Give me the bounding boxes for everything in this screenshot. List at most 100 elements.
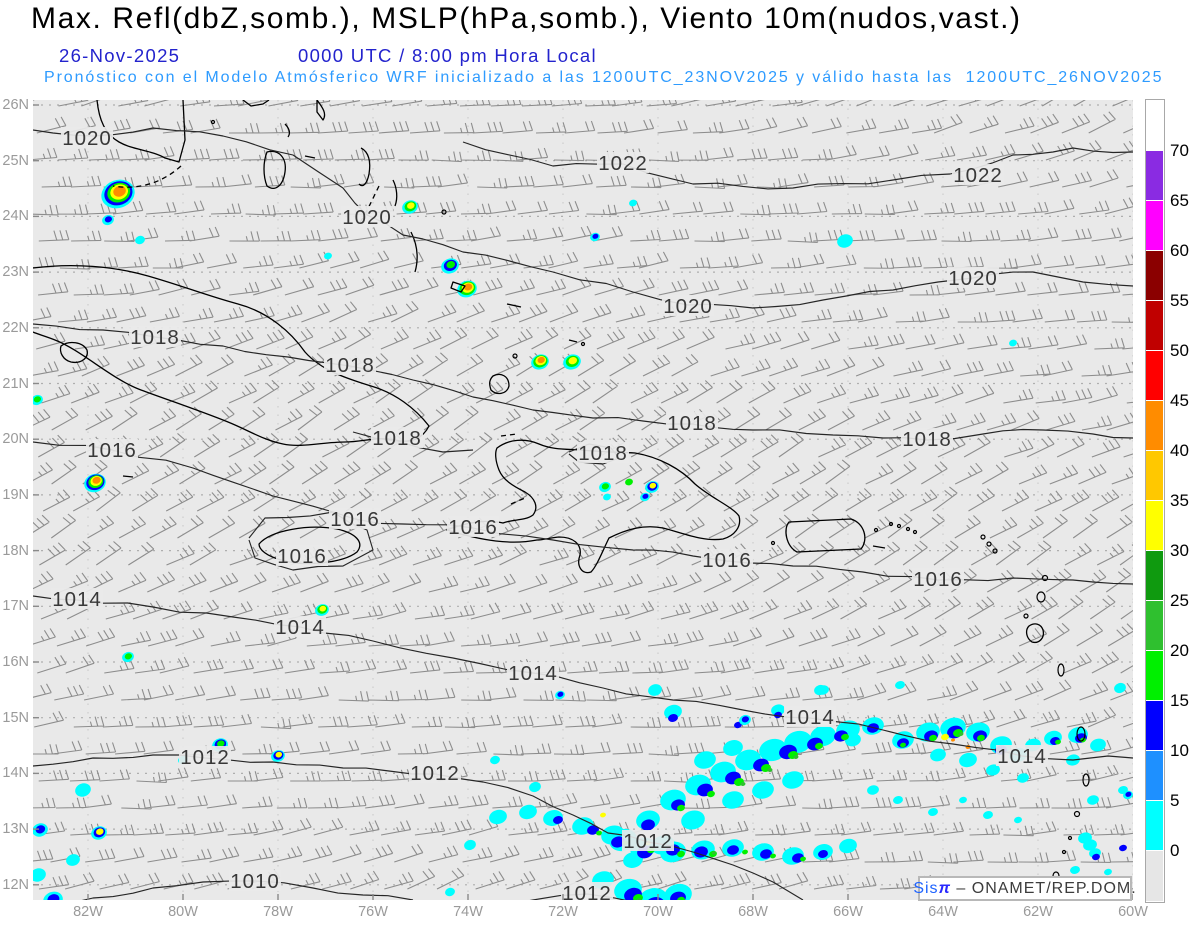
coastline [59, 341, 88, 364]
isobar-label: 1022 [953, 164, 1003, 187]
colorbar-segment [1146, 650, 1163, 701]
isobar-label: 1016 [330, 508, 380, 531]
island [1082, 773, 1090, 787]
island [888, 521, 894, 527]
isobar-1010 [81, 880, 414, 900]
coastline [358, 147, 371, 187]
coastline-keys [500, 433, 518, 437]
reflectivity-patch [742, 849, 748, 855]
island [873, 527, 879, 533]
isobar-label: 1020 [948, 267, 998, 290]
valid-time-line: 26-Nov-2025 0000 UTC / 8:00 pm Hora Loca… [0, 45, 1200, 67]
isobar-label-bg [371, 427, 423, 448]
coastline [122, 475, 134, 478]
reflectivity-cell [592, 233, 599, 239]
reflectivity-patch [623, 852, 643, 868]
reflectivity-patch [664, 704, 682, 720]
isobar-label: 1018 [325, 354, 375, 377]
reflectivity-patch [983, 811, 993, 819]
lat-label: 26N [2, 97, 29, 113]
reflectivity-patch [770, 853, 776, 859]
wind-barbs [33, 100, 1133, 890]
reflectivity-cell [601, 483, 609, 490]
isobar-1014 [33, 595, 1133, 761]
isobar-label: 1012 [562, 882, 612, 900]
reflectivity-patch [712, 851, 716, 855]
island [912, 529, 918, 535]
isobar-label: 1018 [130, 326, 180, 349]
colorbar-segment [1146, 200, 1163, 251]
reflectivity-patch [611, 836, 625, 848]
reflectivity-patch [740, 782, 746, 786]
reflectivity-patch [752, 781, 774, 799]
isobar-label-bg [577, 442, 629, 463]
isobar-label-bg [276, 545, 328, 566]
reflectivity-cell [557, 691, 564, 697]
isobar-label-bg [341, 206, 393, 227]
lon-label: 70W [643, 904, 673, 920]
isobar-label-bg [662, 295, 714, 316]
reflectivity-cell [568, 357, 578, 365]
isobar-label: 1016 [87, 439, 137, 462]
isobar-label: 1018 [902, 428, 952, 451]
isobar-label-bg [179, 746, 231, 767]
reflectivity-patch [1104, 868, 1112, 876]
isobar-label: 1012 [410, 762, 460, 785]
reflectivity-patch [958, 732, 964, 736]
isobar-label-bg [61, 127, 113, 148]
coastline [284, 123, 291, 138]
reflectivity-patch [800, 856, 806, 862]
isobar-label: 1022 [598, 152, 648, 175]
reflectivity-patch [677, 850, 685, 858]
isobar-label-bg [507, 662, 559, 683]
colorbar-segment [1146, 600, 1163, 651]
coastline [410, 231, 418, 273]
reflectivity-cell [464, 839, 476, 851]
reflectivity-patch [519, 804, 537, 820]
isobar-label: 1016 [448, 516, 498, 539]
isobar-label-bg [86, 439, 138, 460]
reflectivity-patch [839, 838, 857, 854]
coastline [450, 281, 466, 293]
isobar-label-bg [329, 508, 381, 529]
lat-label: 20N [2, 431, 29, 448]
reflectivity-patch [694, 751, 716, 769]
reflectivity-patch [1055, 739, 1061, 745]
reflectivity-cell [648, 684, 662, 696]
lon-label: 72W [548, 904, 578, 920]
isobar-label-bg [51, 588, 103, 609]
lon-label: 64W [928, 904, 958, 920]
colorbar-segment [1146, 450, 1163, 501]
reflectivity-patch [1070, 866, 1080, 874]
reflectivity-patch [930, 748, 946, 762]
colorbar-tick-label: 60 [1170, 241, 1189, 260]
reflectivity-cell [446, 261, 456, 269]
reflectivity-cell [603, 493, 611, 501]
colorbar-segment [1146, 550, 1163, 601]
reflectivity-patch [782, 771, 804, 789]
colorbar-tick-label: 50 [1170, 341, 1189, 360]
isobar-label: 1014 [275, 616, 325, 639]
lon-label: 74W [453, 904, 483, 920]
isobar-1016 [33, 441, 1133, 585]
reflectivity-patch [694, 846, 708, 858]
lat-label: 14N [2, 765, 29, 782]
reflectivity-patch [1017, 773, 1029, 783]
reflectivity-cell [217, 740, 225, 747]
isobar-label-bg [784, 706, 836, 727]
watermark-org: – ONAMET/REP.DOM. [950, 879, 1137, 897]
isobar-label-bg [996, 745, 1048, 766]
isobar-label: 1012 [623, 830, 673, 853]
island [896, 523, 902, 529]
reflectivity-patch [1090, 738, 1106, 752]
coastline [506, 303, 522, 308]
lat-label: 25N [2, 152, 29, 169]
reflectivity-patch [677, 896, 685, 900]
colorbar-segment [1146, 700, 1163, 751]
colorbar-segment [1146, 150, 1163, 201]
watermark-pi-icon: π [938, 879, 951, 897]
reflectivity-patch [951, 738, 955, 742]
island [1057, 663, 1065, 677]
colorbar-tick-label: 5 [1170, 791, 1180, 810]
isobar-label-bg [561, 882, 613, 900]
